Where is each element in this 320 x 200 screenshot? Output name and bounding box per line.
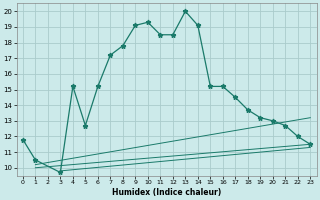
X-axis label: Humidex (Indice chaleur): Humidex (Indice chaleur) bbox=[112, 188, 221, 197]
